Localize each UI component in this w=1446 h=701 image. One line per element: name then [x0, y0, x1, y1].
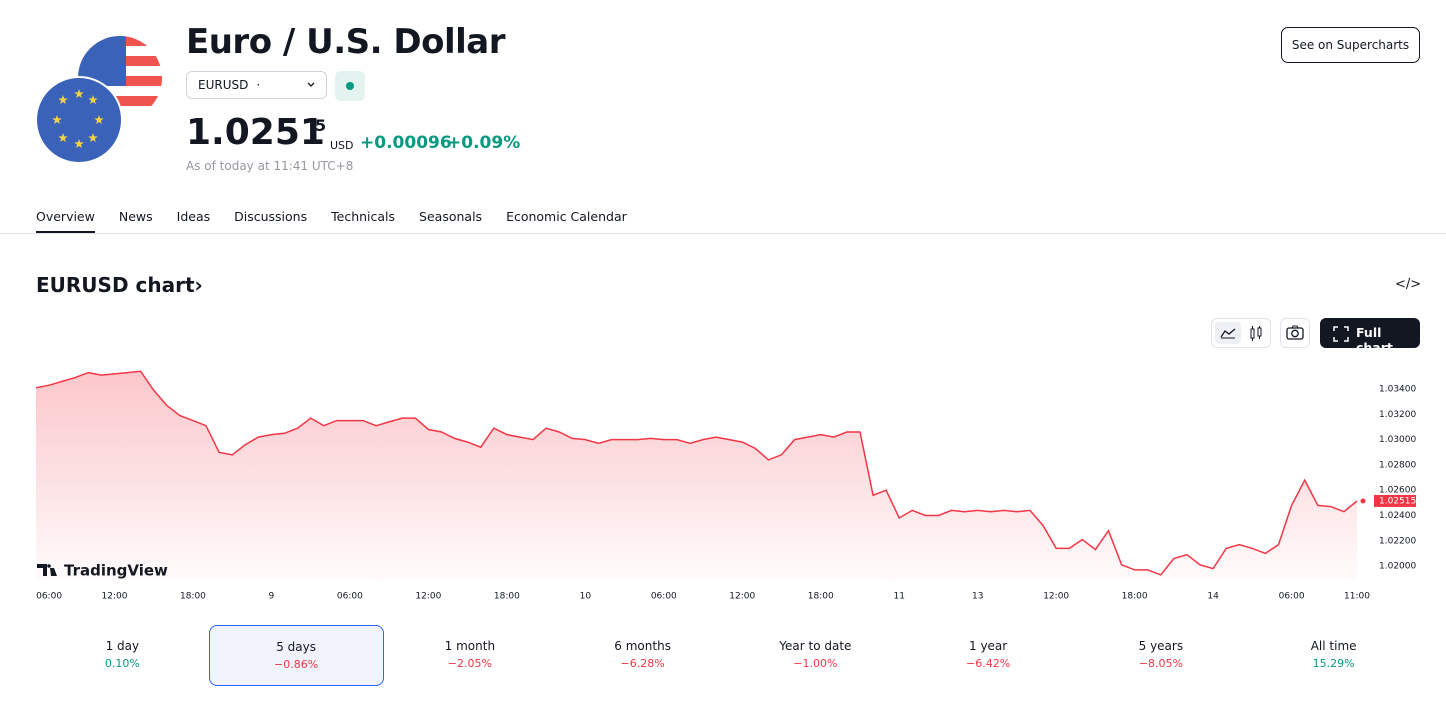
price-last-digit: 5	[315, 116, 327, 135]
period-option[interactable]: 6 months −6.28%	[556, 625, 729, 686]
tab[interactable]: News	[118, 209, 153, 224]
x-tick-label: 10	[580, 592, 592, 602]
period-change: −0.86%	[274, 658, 319, 671]
chart-section-title[interactable]: EURUSD chart›	[36, 273, 203, 297]
period-label: 1 day	[105, 639, 140, 653]
caret-icon	[307, 82, 315, 87]
period-option[interactable]: 1 year −6.42%	[902, 625, 1075, 686]
x-tick-label: 06:00	[1279, 592, 1305, 602]
chart-style-toggle	[1211, 318, 1271, 348]
period-change: 15.29%	[1312, 657, 1355, 670]
x-tick-label: 06:00	[36, 592, 62, 602]
price-chart: 1.02000 1.02200 1.02400 1.02600 1.02800 1.030…	[35, 370, 1416, 602]
x-tick-label: 06:00	[337, 592, 363, 602]
divider	[0, 233, 1446, 234]
symbol-selector[interactable]: EURUSD ·	[186, 71, 327, 99]
supercharts-button[interactable]: See on Supercharts	[1281, 27, 1420, 63]
x-tick-label: 12:00	[415, 592, 441, 602]
full-chart-button[interactable]: Full chart	[1320, 318, 1420, 355]
period-selector: 1 day 0.10% 5 days −0.86% 1 month −2.05% 6 mon…	[36, 625, 1420, 686]
period-change: −6.42%	[966, 657, 1011, 670]
price-change-percent: +0.09%	[447, 133, 521, 153]
period-option[interactable]: 1 day 0.10%	[36, 625, 209, 686]
watermark-text: TradingView	[64, 562, 168, 580]
market-status[interactable]	[335, 71, 365, 101]
symbol-separator: ·	[256, 78, 261, 92]
chart-title[interactable]: EURUSD chart	[36, 273, 195, 297]
y-tick-label: 1.03400	[1379, 385, 1416, 395]
period-change: −2.05%	[447, 657, 492, 670]
x-tick-label: 12:00	[102, 592, 128, 602]
tab-bar: Overview News Ideas Discussions Technicals Se…	[36, 206, 627, 234]
period-label: Year to date	[779, 639, 852, 653]
period-label: All time	[1310, 639, 1357, 653]
currency: USD	[330, 139, 354, 152]
x-tick-label: 18:00	[1122, 592, 1148, 602]
tab[interactable]: Discussions	[234, 209, 308, 224]
y-tick-label: 1.02000	[1379, 562, 1416, 572]
price: 1.0251	[186, 112, 325, 153]
period-change: 0.10%	[104, 657, 140, 670]
tab[interactable]: Ideas	[176, 209, 211, 224]
tab[interactable]: Technicals	[331, 209, 396, 224]
y-tick-label: 1.02600	[1379, 486, 1416, 496]
x-tick-label: 9	[269, 592, 275, 602]
period-label: 6 months	[614, 639, 671, 653]
period-change: −1.00%	[793, 657, 838, 670]
period-option[interactable]: 1 month −2.05%	[384, 625, 557, 686]
x-tick-label: 14	[1207, 592, 1219, 602]
period-change: −8.05%	[1138, 657, 1183, 670]
y-tick-label: 1.03000	[1379, 435, 1416, 445]
price-change: +0.00096	[360, 133, 452, 153]
y-tick-label: 1.02400	[1379, 511, 1416, 521]
embed-button[interactable]: </>	[1395, 277, 1422, 292]
x-tick-label: 12:00	[729, 592, 755, 602]
snapshot-button[interactable]	[1280, 318, 1310, 348]
price-line	[35, 370, 1358, 576]
period-option[interactable]: Year to date −1.00%	[729, 625, 902, 686]
as-of-time: As of today at 11:41 UTC+8	[186, 159, 354, 173]
y-tick-label: 1.02800	[1379, 460, 1416, 470]
period-option[interactable]: 5 years −8.05%	[1075, 625, 1248, 686]
period-change: −6.28%	[620, 657, 665, 670]
period-label: 1 month	[444, 639, 496, 653]
tab[interactable]: Economic Calendar	[506, 209, 627, 224]
symbol-title: Euro / U.S. Dollar	[186, 22, 506, 62]
chevron: ›	[194, 273, 203, 297]
last-price-label: 1.02515	[1379, 496, 1416, 506]
line-style-button[interactable]	[1215, 322, 1241, 344]
x-tick-label: 12:00	[1043, 592, 1069, 602]
x-tick-label: 13	[972, 592, 983, 602]
tab[interactable]: Overview	[36, 206, 95, 234]
period-label: 5 days	[276, 640, 317, 654]
period-option[interactable]: All time 15.29%	[1247, 625, 1420, 686]
full-chart-label: Full chart	[1356, 325, 1393, 355]
x-tick-label: 11	[894, 592, 905, 602]
x-tick-label: 18:00	[494, 592, 520, 602]
last-price-dot	[1360, 498, 1366, 504]
candle-style-button[interactable]	[1248, 325, 1264, 343]
y-tick-label: 1.03200	[1379, 410, 1416, 420]
x-tick-label: 18:00	[180, 592, 206, 602]
tab[interactable]: Seasonals	[419, 209, 483, 224]
watermark: TradingView	[37, 562, 168, 580]
period-label: 5 years	[1138, 639, 1184, 653]
last-price-box	[1374, 494, 1416, 507]
period-option[interactable]: 5 days −0.86%	[208, 625, 384, 686]
x-tick-label: 18:00	[808, 592, 834, 602]
y-tick-label: 1.02200	[1379, 536, 1416, 546]
x-tick-label: 11:00	[1344, 592, 1370, 602]
currency-flags	[35, 36, 162, 164]
x-tick-label: 06:00	[651, 592, 677, 602]
symbol: EURUSD	[198, 78, 249, 92]
period-label: 1 year	[969, 639, 1008, 653]
area-fill	[36, 371, 1357, 580]
